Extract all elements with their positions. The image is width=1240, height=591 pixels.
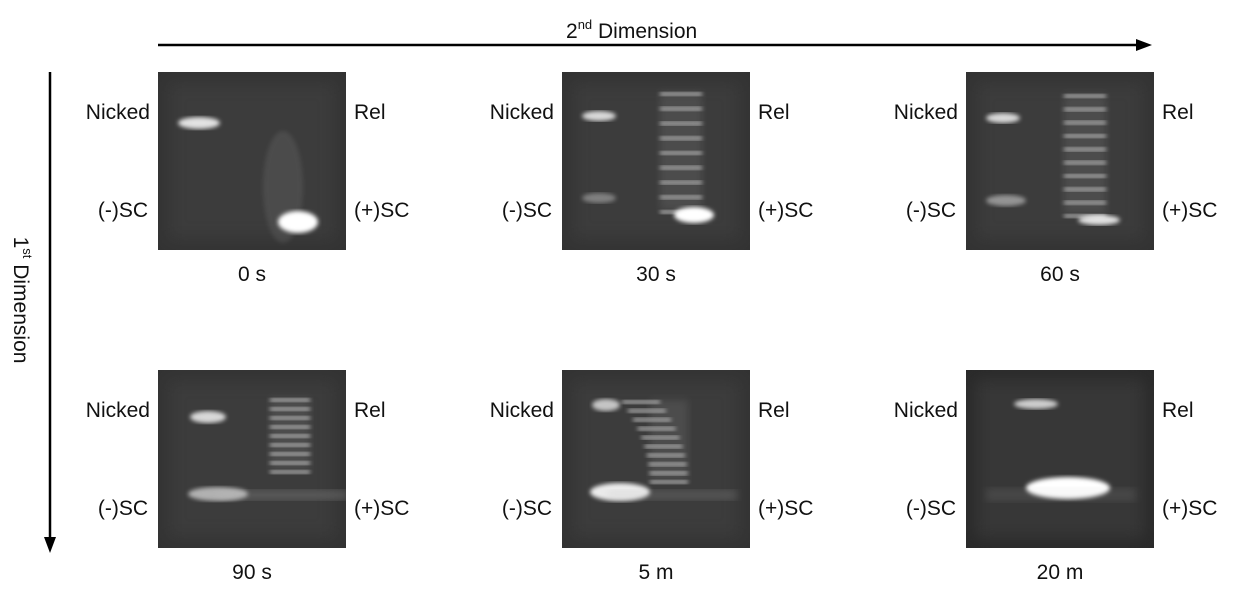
band-label: (+)SC [1162,200,1217,221]
band-label: Nicked [404,102,554,123]
y-axis-title: 1st Dimension [10,237,34,364]
band-label: Nicked [0,400,150,421]
band-label: (-)SC [806,498,956,519]
band-label: Rel [758,102,790,123]
band-label: Rel [354,400,386,421]
gel-image [966,370,1154,548]
band-label: (-)SC [0,498,148,519]
time-label: 30 s [562,264,750,285]
band-label: (-)SC [0,200,148,221]
band-label: Rel [1162,102,1194,123]
band-label: Rel [1162,400,1194,421]
gel-image [562,72,750,250]
time-label: 60 s [966,264,1154,285]
band-label: Nicked [808,102,958,123]
band-label: Rel [758,400,790,421]
gel-image [966,72,1154,250]
gel-image [562,370,750,548]
band-label: Nicked [404,400,554,421]
time-label: 20 m [966,562,1154,583]
band-label: (-)SC [402,498,552,519]
time-label: 90 s [158,562,346,583]
band-label: Nicked [808,400,958,421]
figure: 2nd Dimension 1st Dimension Nicked (-)SC R… [0,0,1240,591]
time-label: 5 m [562,562,750,583]
band-label: (-)SC [806,200,956,221]
x-axis-title: 2nd Dimension [566,18,697,42]
band-label: (-)SC [402,200,552,221]
y-arrow-head [44,537,56,553]
band-label: (+)SC [1162,498,1217,519]
gel-image [158,370,346,548]
time-label: 0 s [158,264,346,285]
band-label: Nicked [0,102,150,123]
gel-image [158,72,346,250]
band-label: Rel [354,102,386,123]
x-arrow-head [1136,39,1152,51]
